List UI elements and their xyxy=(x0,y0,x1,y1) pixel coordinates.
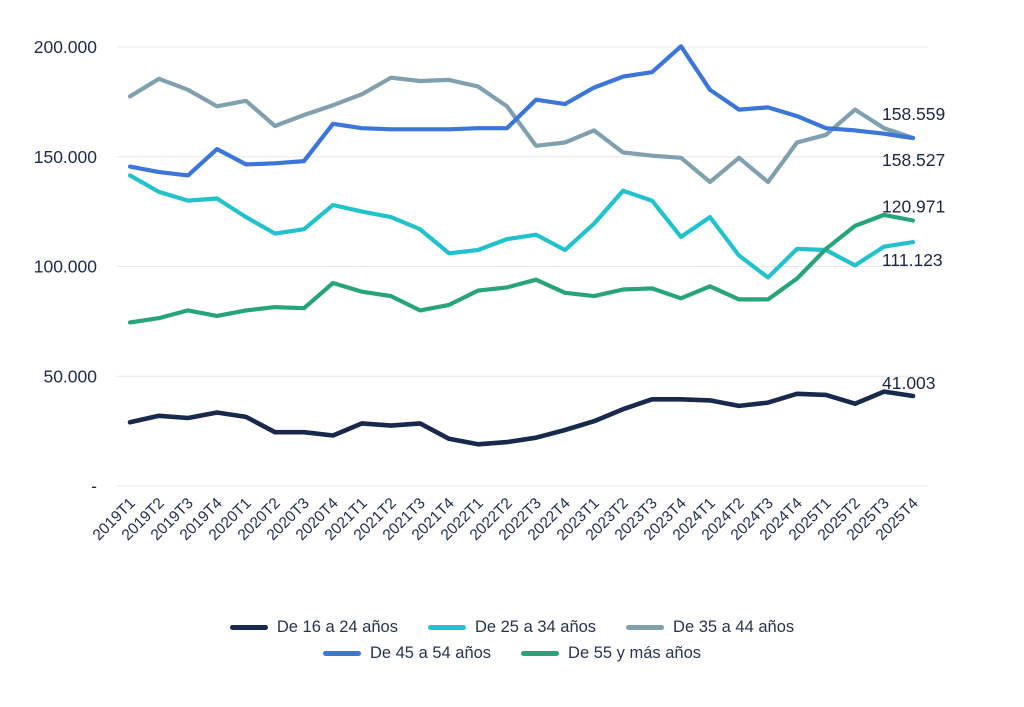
y-axis-tick-label: 200.000 xyxy=(34,37,98,57)
line-chart: 200.000150.000100.00050.000-2019T12019T2… xyxy=(34,37,946,544)
legend-swatch-de-55-y-m-s-a-os xyxy=(521,651,560,656)
series-line-de-16-a-24-a-os xyxy=(127,389,916,447)
series-line-de-55-y-m-s-a-os xyxy=(127,212,916,325)
series-line-de-25-a-34-a-os xyxy=(127,173,916,280)
series-line-de-35-a-44-a-os xyxy=(127,75,916,185)
legend-item-de-35-a-44-a-os: De 35 a 44 años xyxy=(626,618,794,637)
legend-label: De 55 y más años xyxy=(568,644,702,662)
y-axis-tick-label: - xyxy=(91,476,97,496)
legend-item-de-25-a-34-a-os: De 25 a 34 años xyxy=(427,618,597,637)
legend-label: De 16 a 24 años xyxy=(276,618,398,636)
legend-swatch-de-35-a-44-a-os xyxy=(626,625,665,630)
series-end-label-de-16-a-24-a-os: 41.003 xyxy=(882,373,936,393)
legend-item-de-16-a-24-a-os: De 16 a 24 años xyxy=(229,618,398,637)
y-axis-tick-label: 50.000 xyxy=(43,366,97,386)
series-line-de-45-a-54-a-os xyxy=(127,44,916,178)
legend-label: De 25 a 34 años xyxy=(474,618,597,636)
legend-row: De 16 a 24 años De 25 a 34 años De 35 a 44… xyxy=(229,618,794,637)
legend-row: De 45 a 54 años De 55 y más años xyxy=(322,644,701,663)
y-axis-tick-label: 100.000 xyxy=(34,257,98,277)
legend-swatch-de-45-a-54-a-os xyxy=(322,651,361,656)
legend-label: De 45 a 54 años xyxy=(369,644,492,662)
legend-item-de-45-a-54-a-os: De 45 a 54 años xyxy=(322,644,492,663)
series-end-label-de-25-a-34-a-os: 111.123 xyxy=(882,250,943,270)
legend-swatch-de-25-a-34-a-os xyxy=(427,625,466,630)
legend-item-de-55-y-m-s-a-os: De 55 y más años xyxy=(521,644,701,663)
chart-legend: De 16 a 24 años De 25 a 34 años De 35 a 44… xyxy=(0,618,1024,663)
series-end-label-de-45-a-54-a-os: 158.559 xyxy=(882,104,945,124)
series-end-label-de-35-a-44-a-os: 158.527 xyxy=(882,150,945,170)
y-axis-tick-label: 150.000 xyxy=(34,147,98,167)
series-end-label-de-55-y-m-s-a-os: 120.971 xyxy=(882,196,945,216)
legend-label: De 35 a 44 años xyxy=(673,618,795,636)
legend-swatch-de-16-a-24-a-os xyxy=(229,625,268,630)
